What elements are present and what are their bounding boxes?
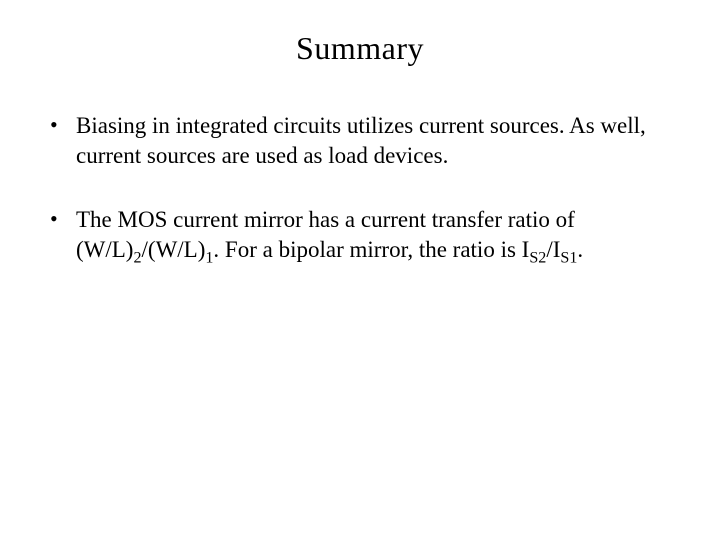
slide-title: Summary xyxy=(40,30,680,67)
slide: Summary Biasing in integrated circuits u… xyxy=(0,0,720,540)
bullet-text-part: /(W/L) xyxy=(142,237,206,262)
bullet-text-part: . For a bipolar mirror, the ratio is I xyxy=(213,237,529,262)
bullet-list: Biasing in integrated circuits utilizes … xyxy=(40,111,680,265)
subscript: S2 xyxy=(529,249,546,266)
bullet-text-part: . xyxy=(577,237,583,262)
bullet-item: The MOS current mirror has a current tra… xyxy=(48,205,680,265)
bullet-text-part: /I xyxy=(546,237,560,262)
subscript: 2 xyxy=(133,249,141,266)
subscript: S1 xyxy=(560,249,577,266)
bullet-item: Biasing in integrated circuits utilizes … xyxy=(48,111,680,171)
bullet-text: Biasing in integrated circuits utilizes … xyxy=(76,113,646,168)
